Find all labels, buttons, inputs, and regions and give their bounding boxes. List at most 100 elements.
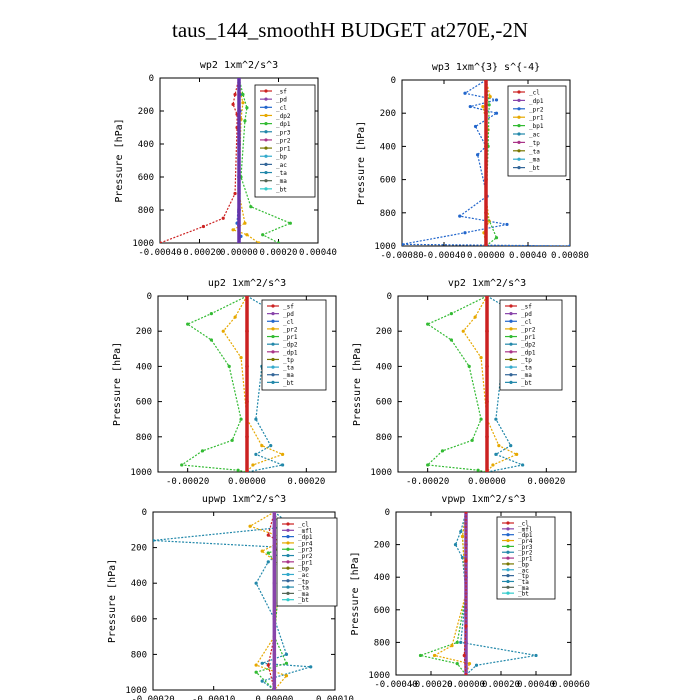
series-point xyxy=(233,191,237,196)
legend-marker xyxy=(509,365,513,369)
legend-entry: _pr3 xyxy=(518,544,533,551)
legend-marker xyxy=(506,585,510,589)
y-tick-label: 200 xyxy=(131,544,147,554)
legend-marker xyxy=(271,319,275,323)
series-line-pr1 xyxy=(238,78,292,243)
legend-marker xyxy=(517,140,521,144)
series-point xyxy=(494,236,499,240)
legend-marker xyxy=(506,538,510,543)
series-point xyxy=(239,356,243,360)
series-point xyxy=(237,142,241,146)
series-point xyxy=(426,463,430,467)
chart-panel-5: upwp 1xm^2/s^3 Pressure [hPa] 0 200 400 600 80… xyxy=(107,494,354,700)
series-line-dp1 xyxy=(180,296,248,472)
series-point xyxy=(209,312,213,316)
series-point xyxy=(484,111,488,115)
legend-marker xyxy=(286,528,290,532)
legend-marker xyxy=(286,591,290,595)
legend-marker xyxy=(506,533,510,537)
legend-entry: _bt xyxy=(298,597,309,604)
legend-marker xyxy=(509,357,513,362)
legend-entry: _bp xyxy=(518,561,529,568)
legend-marker xyxy=(517,124,521,128)
legend-marker xyxy=(264,179,268,183)
x-tick-label: -0.00020 xyxy=(178,248,221,258)
legend-entry: _pr1 xyxy=(298,559,313,566)
y-tick-label: 800 xyxy=(376,433,392,443)
series-point xyxy=(505,222,509,227)
series-point xyxy=(241,92,245,97)
series-line-pr4 xyxy=(463,512,467,675)
legend-marker xyxy=(506,568,510,572)
legend-entry: _ma xyxy=(518,585,529,592)
series-point xyxy=(260,549,264,553)
series-point xyxy=(180,463,184,467)
series-point xyxy=(266,560,270,564)
legend-entry: _ma xyxy=(276,178,287,185)
legend-entry: _dp2 xyxy=(521,342,536,349)
x-tick-label: 0.00040 xyxy=(509,251,547,261)
series-point xyxy=(251,463,255,467)
y-tick-label: 200 xyxy=(380,109,396,119)
series-point xyxy=(515,452,519,456)
legend-entry: _cl xyxy=(529,90,540,97)
chart-panel-2: wp3 1xm^{3} s^{-4} Pressure [hPa] 0 200 400 6… xyxy=(356,62,589,261)
y-tick-label: 400 xyxy=(138,140,154,150)
legend-entry: _bt xyxy=(529,165,540,172)
legend-entry: _sf xyxy=(276,89,287,96)
legend-entry: _pr2 xyxy=(298,553,313,560)
series-point xyxy=(288,221,292,225)
legend-marker xyxy=(286,566,290,570)
figure-title: taus_144_smoothH BUDGET at270E,-2N xyxy=(171,18,528,42)
series-point xyxy=(248,524,252,528)
series-point xyxy=(494,98,499,102)
series-point xyxy=(209,338,213,342)
series-point xyxy=(432,653,437,658)
series-point xyxy=(463,231,467,235)
series-point xyxy=(245,106,249,110)
legend-entry: _ta xyxy=(298,585,309,592)
legend-marker xyxy=(264,162,268,166)
series-point xyxy=(460,534,465,539)
y-tick-label: 200 xyxy=(374,541,390,551)
legend-entry: _pr3 xyxy=(276,129,291,136)
y-tick-label: 600 xyxy=(374,606,390,616)
series-point xyxy=(281,463,285,467)
series-point xyxy=(284,674,289,678)
legend-marker xyxy=(286,572,290,577)
y-tick-label: 400 xyxy=(136,362,152,372)
series-point xyxy=(241,101,245,105)
legend-entry: _bp xyxy=(298,566,309,573)
y-tick-label: 200 xyxy=(136,327,152,337)
legend-marker xyxy=(264,130,268,134)
series-point xyxy=(249,205,253,209)
plot-area xyxy=(402,80,570,246)
legend-marker xyxy=(271,327,275,331)
chart-title: up2 1xm^2/s^3 xyxy=(208,278,286,289)
series-point xyxy=(473,315,477,319)
x-tick-label: -0.00010 xyxy=(192,695,235,700)
series-point xyxy=(231,228,235,232)
series-point xyxy=(200,449,205,453)
series-point xyxy=(467,364,471,368)
legend-marker xyxy=(264,89,268,93)
legend-marker xyxy=(271,342,275,346)
series-point xyxy=(254,452,258,456)
legend-marker xyxy=(517,149,521,153)
y-tick-label: 0 xyxy=(387,292,392,302)
plot-area xyxy=(180,296,300,472)
legend-marker xyxy=(509,350,513,354)
x-tick-label: 0.00000 xyxy=(220,248,258,258)
legend-entry: _ma xyxy=(529,157,540,164)
legend-marker xyxy=(271,350,275,354)
y-axis-label: Pressure [hPa] xyxy=(112,342,123,426)
series-point xyxy=(459,640,463,645)
legend-marker xyxy=(271,365,275,369)
legend: _sf_pd_cl_pr2_pr1_dp2_dp1_tp_ta_ma_bt xyxy=(261,299,327,391)
x-tick-label: 0.00040 xyxy=(517,680,555,690)
x-tick-label: -0.00020 xyxy=(166,477,209,487)
series-point xyxy=(266,533,270,537)
legend-marker xyxy=(509,380,513,384)
legend-entry: _pr2 xyxy=(521,326,536,333)
